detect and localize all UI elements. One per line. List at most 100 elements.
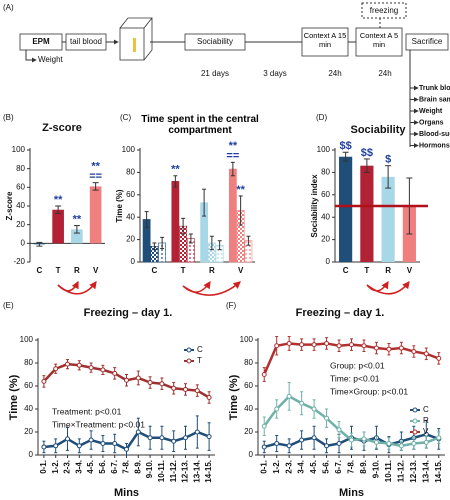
annotation-equal: ==	[226, 150, 239, 162]
step-box	[405, 33, 449, 51]
x-tick-label: R	[209, 266, 215, 275]
x-tick-label: C	[343, 266, 349, 275]
x-tick-label: 5-6.	[98, 460, 107, 474]
point	[398, 443, 404, 449]
x-tick-label: 2-3.	[63, 460, 72, 474]
x-tick-label: 6-7.	[334, 460, 343, 474]
y-tick-label: 80	[126, 168, 135, 177]
point	[386, 441, 392, 446]
point	[324, 415, 330, 421]
y-axis-label: Time (%)	[8, 374, 20, 420]
point	[299, 342, 305, 348]
point	[336, 441, 342, 446]
y-tick-label: 60	[321, 190, 330, 199]
y-tick-label: 40	[244, 404, 253, 413]
point	[41, 378, 47, 384]
x-tick-label: 8-9.	[359, 460, 368, 474]
point	[299, 400, 305, 406]
point	[436, 355, 442, 361]
point	[65, 436, 70, 442]
point	[436, 435, 442, 441]
x-tick-label: T	[56, 266, 61, 275]
legend-marker	[412, 418, 418, 424]
x-tick-label: 9-10.	[372, 460, 381, 478]
y-tick-label: 40	[126, 212, 135, 221]
annotation: **	[54, 194, 63, 206]
y-tick-label: 40	[24, 404, 33, 413]
point	[423, 351, 429, 357]
point	[76, 443, 82, 449]
x-tick-label: 14-15.	[204, 460, 213, 483]
point	[124, 446, 129, 452]
point	[423, 439, 429, 445]
point	[65, 361, 70, 367]
y-tick-label: 0	[21, 238, 26, 247]
x-tick-label: R	[385, 266, 391, 275]
outcome-label: Trunk blood	[419, 85, 450, 92]
panel-label: (E)	[3, 301, 14, 310]
point	[183, 386, 188, 392]
panel-label: (D)	[316, 113, 327, 122]
x-tick-label: V	[238, 266, 244, 275]
annotation: **	[73, 214, 82, 226]
legend-label: C	[197, 345, 203, 354]
interval-label: 24h	[378, 69, 391, 78]
y-tick-label: 100	[240, 335, 254, 344]
x-tick-label: V	[93, 266, 99, 275]
point	[261, 423, 267, 429]
point	[311, 435, 317, 441]
legend-marker	[186, 347, 192, 353]
freezing-label: freezing	[370, 6, 398, 15]
y-tick-label: 80	[321, 168, 330, 177]
point	[171, 438, 177, 444]
x-tick-label: 13-14.	[421, 460, 430, 483]
y-tick-label: 20	[24, 427, 33, 436]
point	[135, 429, 141, 435]
x-tick-label: 10-11.	[157, 460, 166, 482]
chart-title: Time spent in the central compartment	[141, 114, 259, 136]
x-tick-label: 14-15.	[434, 460, 443, 483]
x-tick-label: 7-8.	[122, 460, 131, 474]
point	[411, 441, 417, 446]
step-label: tail blood	[70, 37, 102, 46]
outcome-label: Blood-sugar	[419, 131, 450, 138]
point	[361, 343, 367, 349]
y-tick-label: 0	[29, 450, 34, 459]
y-tick-label: 0	[249, 450, 254, 459]
point	[135, 375, 141, 381]
point	[147, 380, 153, 386]
point	[286, 393, 292, 399]
legend-label: C	[423, 405, 429, 414]
point	[286, 443, 292, 449]
x-tick-label: 0-1.	[259, 460, 268, 474]
arrow	[25, 50, 37, 63]
stats-label: Treatment: p<0.01	[52, 406, 122, 416]
point	[261, 372, 267, 377]
x-tick-label: 12-13.	[181, 460, 190, 483]
point	[100, 441, 106, 446]
point	[274, 343, 280, 349]
point	[88, 437, 94, 443]
chart-title: Z-score	[42, 122, 82, 134]
annotation: $$	[340, 140, 352, 152]
bar	[52, 209, 64, 244]
x-tick-label: 10-11.	[384, 460, 393, 482]
freezing-box	[361, 2, 407, 19]
point	[112, 370, 118, 376]
x-tick-label: 13-14.	[192, 460, 201, 483]
point	[324, 340, 330, 346]
point	[411, 349, 417, 354]
point	[194, 429, 200, 435]
point	[112, 441, 118, 446]
outcome-list: Trunk blood Brain samples Weight Organs Bloo…	[410, 85, 450, 149]
y-axis-label: Sociability index	[310, 174, 319, 238]
title-wrap: Time spent in the central compartment	[141, 114, 259, 136]
annotation: $	[385, 154, 391, 166]
x-tick-label: 9-10.	[145, 460, 154, 478]
panel-label: (A)	[3, 3, 14, 12]
outcome-label: Weight	[419, 108, 443, 115]
y-tick-label: 60	[244, 381, 253, 390]
step-box	[65, 33, 107, 51]
y-tick-label: 20	[16, 220, 25, 229]
